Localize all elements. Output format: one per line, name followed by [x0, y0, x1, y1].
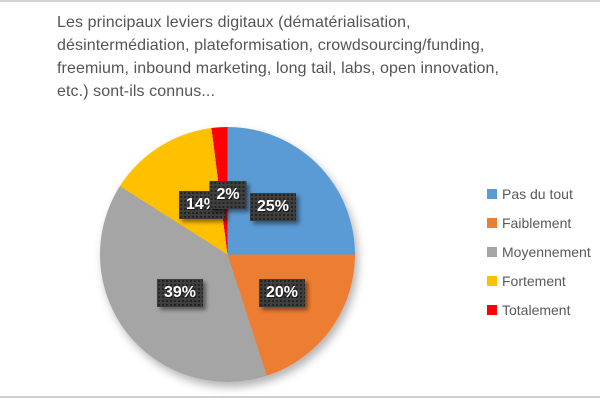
bottom-border-line [0, 396, 600, 398]
legend-swatch-moyennement [487, 246, 497, 257]
top-border-line [0, 0, 600, 2]
legend-item-pas-du-tout: Pas du tout [487, 186, 600, 202]
data-label-totalement: 2% [209, 181, 247, 209]
data-label-faiblement: 20% [258, 279, 306, 307]
legend-swatch-faiblement [487, 217, 497, 228]
data-label-pas-du-tout: 25% [249, 193, 297, 221]
legend: Pas du tout Faiblement Moyennement Forte… [487, 186, 600, 331]
legend-label: Fortement [502, 272, 566, 289]
chart-title-line: freemium, inbound marketing, long tail, … [57, 60, 500, 77]
legend-swatch-totalement [487, 304, 497, 315]
pie-chart [100, 127, 355, 382]
legend-item-faiblement: Faiblement [487, 214, 600, 231]
legend-item-moyennement: Moyennement [487, 243, 600, 260]
legend-label: Faiblement [502, 214, 572, 231]
chart-title-line: etc.) sont-ils connus... [57, 83, 216, 100]
legend-swatch-pas-du-tout [487, 188, 497, 199]
chart-title-line: désintermédiation, plateformisation, cro… [57, 37, 485, 54]
legend-label: Pas du tout [502, 186, 573, 202]
chart-title-line: Les principaux leviers digitaux (dématér… [57, 14, 411, 31]
legend-item-fortement: Fortement [487, 272, 600, 289]
legend-label: Moyennement [502, 243, 591, 260]
chart-title: Les principaux leviers digitaux (dématér… [57, 11, 537, 103]
legend-swatch-fortement [487, 275, 497, 286]
legend-label: Totalement [502, 301, 571, 318]
legend-item-totalement: Totalement [487, 301, 600, 318]
data-label-moyennement: 39% [156, 279, 204, 307]
